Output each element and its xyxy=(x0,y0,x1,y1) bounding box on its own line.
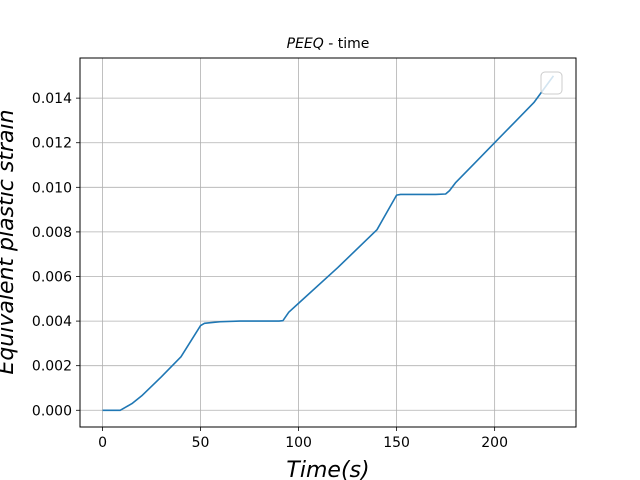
series-line xyxy=(102,75,555,412)
x-tick-label: 200 xyxy=(481,435,508,451)
x-tick-label: 150 xyxy=(383,435,410,451)
x-tick-label: 50 xyxy=(192,435,210,451)
x-tick-label: 100 xyxy=(285,435,312,451)
ticks-layer: 0 50 100 150 200 0.000 0.002 0.004 0.006 0.008 0.0… xyxy=(32,91,508,451)
y-tick-label: 0.012 xyxy=(32,136,72,152)
axes-frame xyxy=(79,57,577,428)
legend-box xyxy=(540,71,563,95)
series-layer xyxy=(102,75,555,412)
chart-title: PEEQ - time xyxy=(287,36,370,52)
y-tick-label: 0.014 xyxy=(32,91,72,107)
x-tick-label: 0 xyxy=(98,435,107,451)
y-tick-label: 0.006 xyxy=(32,270,72,286)
y-axis-label: Equivalent plastic strain xyxy=(0,109,19,374)
y-tick-label: 0.004 xyxy=(32,314,72,330)
grid xyxy=(80,58,576,427)
x-axis-label: Time(s) xyxy=(286,458,369,480)
y-tick-label: 0.000 xyxy=(32,403,72,419)
y-tick-label: 0.002 xyxy=(32,359,72,375)
chart-title-var: PEEQ xyxy=(287,36,324,52)
chart-title-rest: - time xyxy=(324,36,370,52)
y-tick-label: 0.010 xyxy=(32,180,72,196)
y-tick-label: 0.008 xyxy=(32,225,72,241)
